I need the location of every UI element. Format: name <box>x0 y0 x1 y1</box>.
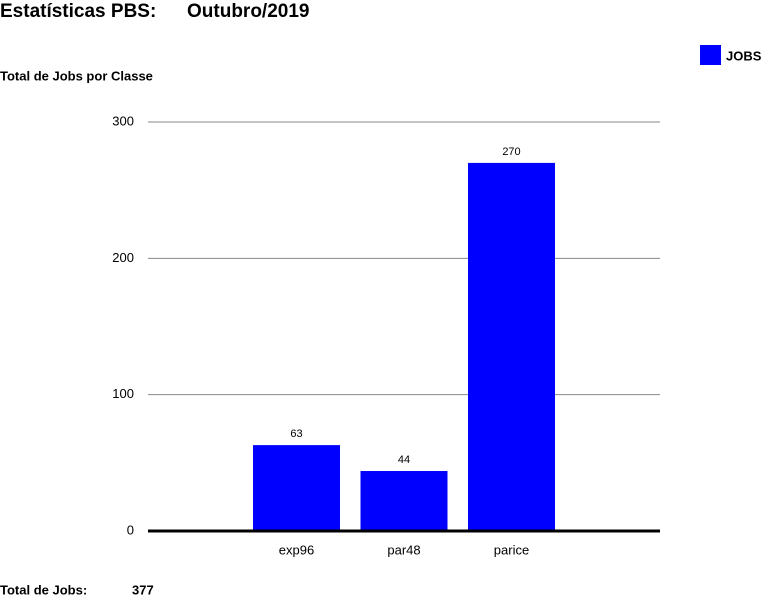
chart-title: Total de Jobs por Classe <box>0 68 153 83</box>
x-tick-label: parice <box>494 542 529 557</box>
bar <box>468 162 555 531</box>
period: Outubro/2019 <box>187 1 309 22</box>
legend-label: JOBS <box>726 48 762 63</box>
bar <box>360 471 448 531</box>
page-title: Estatísticas PBS: <box>0 1 156 22</box>
x-tick-label: exp96 <box>279 542 314 557</box>
value-label: 63 <box>290 428 302 440</box>
bar <box>253 445 340 531</box>
y-tick-label: 100 <box>112 386 134 401</box>
y-tick-label: 200 <box>112 250 134 265</box>
value-label: 44 <box>398 454 410 466</box>
legend-swatch <box>700 45 721 65</box>
value-label: 270 <box>502 146 520 158</box>
total-value: 377 <box>132 582 154 597</box>
y-tick-label: 0 <box>127 522 134 537</box>
x-tick-label: par48 <box>387 542 420 557</box>
y-tick-label: 300 <box>112 113 134 128</box>
total-label: Total de Jobs: <box>0 582 87 597</box>
